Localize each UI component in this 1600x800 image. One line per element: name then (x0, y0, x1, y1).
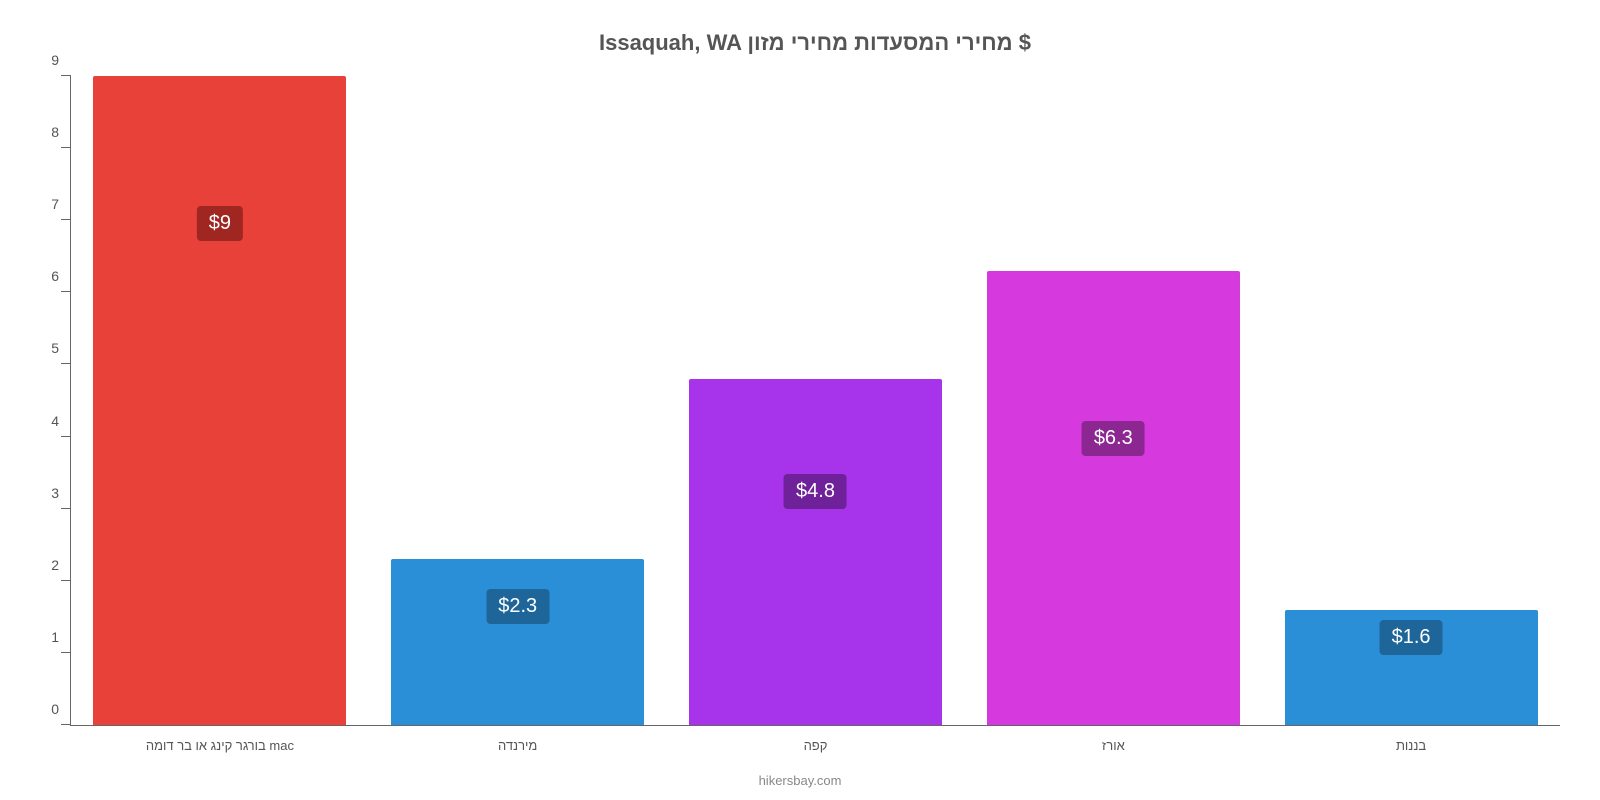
y-axis-label: 7 (31, 196, 59, 212)
bar-slot: $4.8 (667, 76, 965, 725)
bar-value-label: $9 (197, 206, 243, 241)
y-tick (61, 580, 71, 581)
bar-slot: $9 (71, 76, 369, 725)
x-axis-label: קפה (667, 738, 965, 753)
y-axis-label: 1 (31, 629, 59, 645)
y-tick (61, 147, 71, 148)
y-tick (61, 652, 71, 653)
y-axis-label: 5 (31, 340, 59, 356)
y-axis-label: 3 (31, 485, 59, 501)
bar[interactable]: $4.8 (689, 379, 942, 725)
bar-value-label: $1.6 (1380, 620, 1443, 655)
y-tick (61, 363, 71, 364)
bar[interactable]: $1.6 (1285, 610, 1538, 725)
bar-slot: $2.3 (369, 76, 667, 725)
chart-title: Issaquah, WA מחירי המסעדות מחירי מזון $ (70, 30, 1560, 56)
y-axis-label: 0 (31, 701, 59, 717)
x-axis-label: בננות (1262, 738, 1560, 753)
price-chart: Issaquah, WA מחירי המסעדות מחירי מזון $ … (0, 0, 1600, 800)
y-tick (61, 291, 71, 292)
bars-row: $9 $2.3 $4.8 $6.3 $1.6 (71, 76, 1560, 725)
x-axis-label: בורגר קינג או בר דומה mac (71, 738, 369, 753)
bar-slot: $1.6 (1262, 76, 1560, 725)
x-labels-row: בורגר קינג או בר דומה macמירנדהקפהאורזבנ… (71, 738, 1560, 753)
y-tick (61, 508, 71, 509)
y-axis-label: 8 (31, 124, 59, 140)
y-axis-label: 2 (31, 557, 59, 573)
y-axis-label: 9 (31, 52, 59, 68)
bar-value-label: $6.3 (1082, 421, 1145, 456)
y-axis-label: 6 (31, 268, 59, 284)
y-axis-label: 4 (31, 413, 59, 429)
y-tick (61, 75, 71, 76)
bar[interactable]: $9 (93, 76, 346, 725)
chart-footer: hikersbay.com (0, 773, 1600, 788)
plot-area: $9$2.3$4.8$6.3$1.6 בורגר קינג או בר דומה… (70, 76, 1560, 726)
x-axis-label: אורז (964, 738, 1262, 753)
bar-slot: $6.3 (964, 76, 1262, 725)
bar-value-label: $4.8 (784, 474, 847, 509)
bar[interactable]: $6.3 (987, 271, 1240, 725)
bar[interactable]: $2.3 (391, 559, 644, 725)
bar-value-label: $2.3 (486, 589, 549, 624)
y-tick (61, 724, 71, 725)
y-tick (61, 436, 71, 437)
x-axis-label: מירנדה (369, 738, 667, 753)
y-tick (61, 219, 71, 220)
